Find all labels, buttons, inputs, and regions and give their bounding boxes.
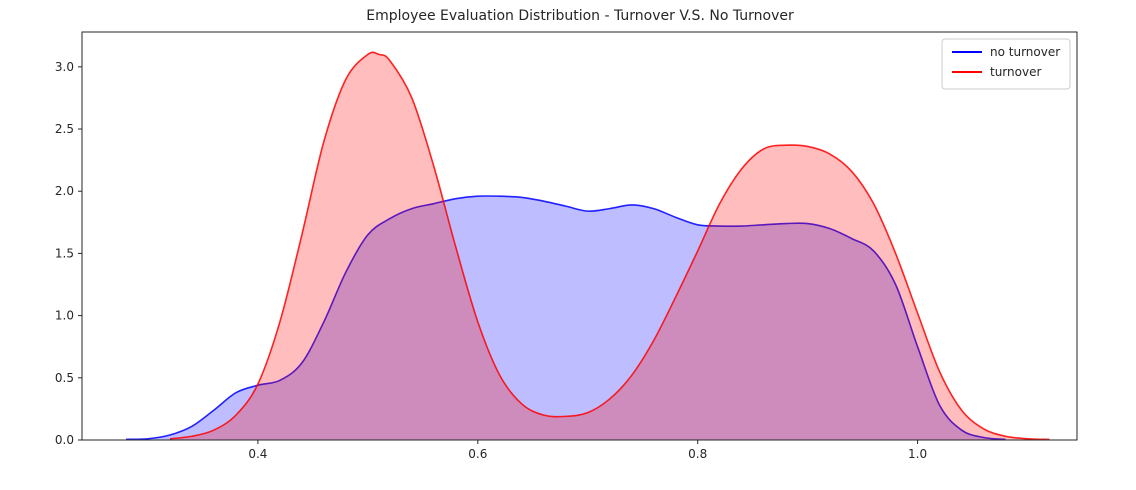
- series-area-turnover: [169, 52, 1050, 440]
- series-layer: [125, 51, 1050, 441]
- y-tick-label: 2.0: [55, 184, 74, 198]
- y-axis: 0.0 0.5 1.0 1.5 2.0 2.5 3.0: [55, 60, 82, 447]
- series-area-no-turnover: [125, 195, 1006, 440]
- series-line-turnover: [169, 51, 1050, 441]
- series-line-no-turnover: [125, 195, 1006, 441]
- y-tick-label: 3.0: [55, 60, 74, 74]
- y-tick-label: 0.0: [55, 433, 74, 447]
- plot-frame: [81, 31, 1078, 441]
- legend: no turnover turnover: [941, 38, 1071, 90]
- legend-label: turnover: [990, 65, 1041, 79]
- y-tick-label: 2.5: [55, 122, 74, 136]
- y-tick-label: 1.0: [55, 309, 74, 323]
- x-tick-label: 0.4: [248, 447, 267, 461]
- x-axis: 0.4 0.6 0.8 1.0: [248, 440, 927, 461]
- x-tick-label: 0.8: [688, 447, 707, 461]
- y-tick-label: 0.5: [55, 371, 74, 385]
- x-tick-label: 1.0: [908, 447, 927, 461]
- chart-title: Employee Evaluation Distribution - Turno…: [366, 8, 794, 24]
- legend-label: no turnover: [990, 45, 1060, 59]
- y-tick-label: 1.5: [55, 246, 74, 260]
- x-tick-label: 0.6: [468, 447, 487, 461]
